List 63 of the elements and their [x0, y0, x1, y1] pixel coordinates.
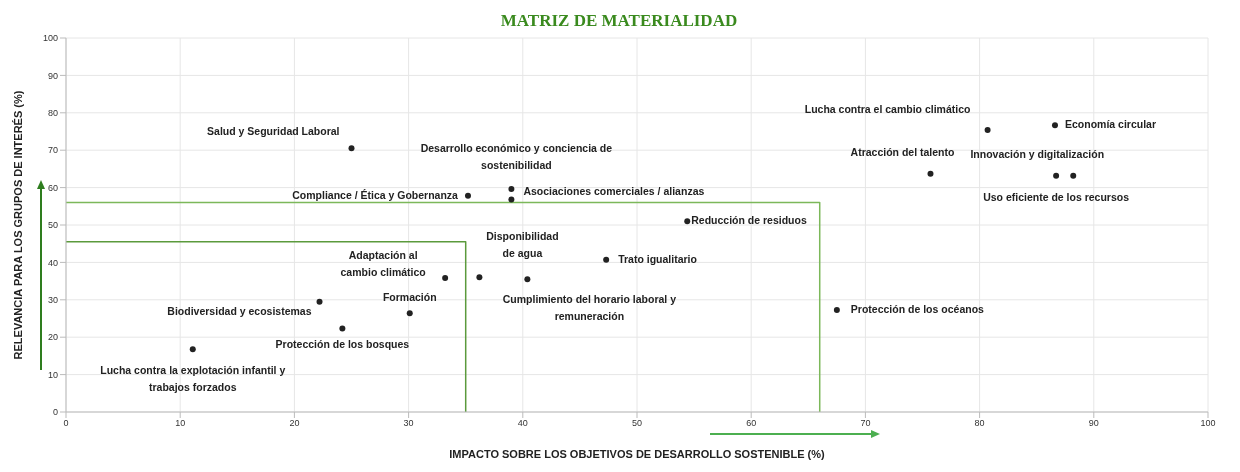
- x-tick-label: 100: [1200, 418, 1216, 429]
- annotation: Reducción de residuos: [691, 214, 807, 227]
- point: [1051, 122, 1058, 129]
- annotation: Atracción del talento: [850, 145, 955, 158]
- x-tick-label: 50: [631, 418, 643, 429]
- annotation: Economía circular: [1064, 117, 1157, 130]
- annotation: Protección de los bosques: [275, 337, 410, 350]
- annotation: Innovación y digitalización: [970, 147, 1105, 160]
- point: [603, 256, 610, 263]
- point: [684, 218, 691, 225]
- y-tick-label: 60: [47, 182, 58, 193]
- y-axis-title: RELEVANCIA PARA LOS GRUPOS DE INTERÉS (%): [11, 90, 24, 360]
- annotation: Desarrollo económico y conciencia de sostenibilidad: [420, 141, 613, 171]
- point: [524, 276, 531, 283]
- point: [508, 186, 515, 193]
- chart-title: MATRIZ DE MATERIALIDAD: [499, 10, 739, 32]
- x-axis-title: IMPACTO SOBRE LOS OBJETIVOS DE DESARROLLO SOSTENIBLE (%): [449, 448, 826, 460]
- annotation: Adaptación al cambio climático: [340, 248, 426, 278]
- annotation: Uso eficiente de los recursos: [983, 190, 1130, 203]
- point: [348, 145, 355, 152]
- point: [464, 192, 471, 199]
- point: [189, 346, 196, 353]
- x-tick-label: 90: [1088, 418, 1099, 429]
- point: [476, 274, 483, 281]
- point: [339, 325, 346, 332]
- x-tick-label: 30: [403, 418, 414, 429]
- x-tick-label: 10: [175, 418, 186, 429]
- annotation: Lucha contra la explotación infantil y trabajos forzados: [100, 363, 286, 393]
- annotation: Compliance / Ética y Gobernanza: [292, 188, 459, 201]
- point: [508, 196, 515, 203]
- x-tick-label: 40: [517, 418, 528, 429]
- annotation: Protección de los océanos: [850, 302, 985, 315]
- point: [442, 275, 449, 282]
- x-tick-label: 60: [746, 418, 757, 429]
- y-tick-label: 70: [47, 145, 58, 156]
- annotation: Lucha contra el cambio climático: [804, 102, 971, 115]
- y-tick-label: 40: [47, 257, 58, 268]
- y-tick-label: 90: [47, 70, 58, 81]
- annotation: Cumplimiento del horario laboral y remuneración: [502, 293, 677, 323]
- y-tick-label: 50: [47, 220, 58, 231]
- annotation: Disponibilidad de agua: [486, 230, 559, 260]
- point: [927, 170, 934, 177]
- point: [1053, 172, 1060, 179]
- y-tick-label: 30: [47, 294, 58, 305]
- point: [316, 298, 323, 305]
- point: [984, 127, 991, 133]
- point: [1070, 172, 1077, 179]
- point: [833, 306, 840, 313]
- y-tick-label: 100: [42, 33, 58, 44]
- x-tick-label: 20: [289, 418, 300, 429]
- x-tick-label: 0: [63, 418, 69, 429]
- annotation: Biodiversidad y ecosistemas: [167, 304, 312, 317]
- annotation: Formación: [382, 291, 437, 304]
- annotation: Asociaciones comerciales / alianzas: [523, 184, 705, 197]
- y-tick-label: 80: [47, 108, 58, 118]
- y-tick-label: 20: [47, 332, 58, 343]
- y-tick-label: 0: [52, 407, 58, 418]
- point: [406, 310, 413, 317]
- annotation: Salud y Seguridad Laboral: [207, 125, 340, 138]
- x-tick-label: 80: [974, 418, 985, 429]
- annotation: Trato igualitario: [618, 252, 697, 265]
- y-tick-label: 10: [47, 369, 58, 380]
- x-tick-label: 70: [860, 418, 871, 429]
